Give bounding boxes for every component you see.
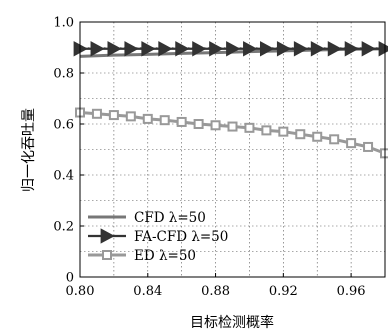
data-point — [158, 41, 173, 57]
data-point — [141, 41, 156, 57]
x-tick-label: 0.84 — [133, 284, 162, 299]
data-point — [329, 134, 340, 145]
y-tick-label: 0.4 — [53, 169, 74, 184]
data-point — [259, 41, 275, 57]
axis-ticks: 0.80 0.84 0.88 0.92 0.96 0 0.2 0.4 0.6 0.8 1.0 — [53, 16, 365, 300]
data-point — [227, 121, 238, 132]
data-point — [293, 41, 309, 57]
data-point — [90, 41, 105, 57]
legend-marker — [100, 228, 115, 244]
data-point — [378, 41, 388, 57]
legend-label: CFD λ=50 — [134, 210, 206, 226]
data-point — [244, 122, 255, 133]
x-tick-label: 0.80 — [66, 284, 95, 299]
grid — [80, 22, 385, 277]
data-point — [226, 41, 241, 57]
data-point — [142, 113, 153, 124]
data-point — [361, 41, 376, 57]
legend-label: ED λ=50 — [134, 248, 196, 264]
data-point — [243, 41, 258, 57]
x-tick-label: 0.96 — [337, 284, 366, 299]
data-point — [310, 41, 326, 57]
y-tick-label: 0.6 — [53, 118, 74, 133]
plot-frame — [79, 21, 386, 278]
data-point — [210, 120, 221, 131]
data-point — [276, 41, 292, 57]
data-point — [363, 141, 374, 152]
legend: CFD λ=50 FA-CFD λ=50 ED λ=50 — [88, 210, 228, 264]
data-point — [175, 41, 190, 57]
legend-marker — [102, 250, 112, 260]
legend-label: FA-CFD λ=50 — [134, 229, 228, 245]
y-axis-title: 归一化吞吐量 — [20, 108, 37, 192]
x-tick-label: 0.88 — [201, 284, 230, 299]
data-point — [91, 108, 102, 119]
data-point — [312, 131, 323, 142]
data-point — [124, 41, 139, 57]
data-point — [193, 119, 204, 129]
data-point — [278, 126, 289, 137]
data-point — [209, 41, 224, 57]
data-point — [125, 111, 136, 122]
y-tick-label: 1.0 — [53, 16, 74, 31]
data-point — [295, 129, 306, 140]
plot-series — [73, 41, 388, 159]
y-tick-label: 0 — [66, 271, 74, 286]
x-tick-label: 0.92 — [269, 284, 298, 299]
data-point — [108, 110, 119, 121]
x-axis-title: 目标检测概率 — [190, 314, 274, 331]
y-tick-label: 0.8 — [53, 67, 74, 82]
y-tick-label: 0.2 — [53, 220, 74, 235]
data-point — [192, 41, 207, 57]
data-point — [327, 41, 343, 57]
data-point — [176, 116, 187, 127]
data-point — [344, 41, 359, 57]
data-point — [159, 115, 170, 126]
data-point — [261, 125, 272, 136]
data-point — [346, 138, 357, 149]
data-point — [107, 41, 122, 57]
series-line — [79, 111, 386, 155]
